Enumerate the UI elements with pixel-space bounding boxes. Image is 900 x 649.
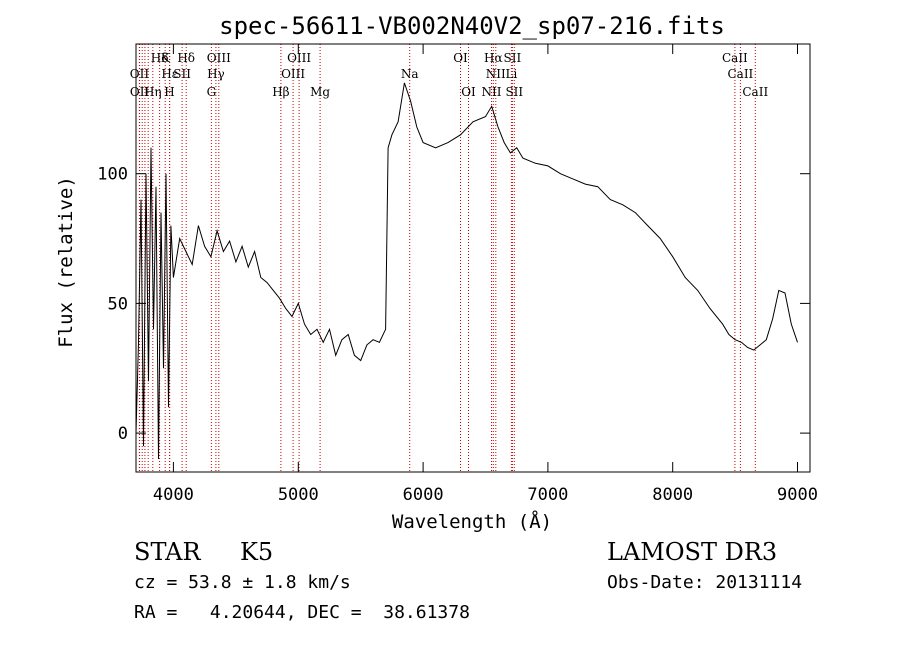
y-tick-label: 100 [97,165,128,185]
line-label: K [161,51,171,65]
x-tick-label: 5000 [278,485,319,505]
x-axis-label: Wavelength (Å) [392,510,552,533]
x-tick-label: 4000 [153,485,194,505]
survey-label: LAMOST DR3 [607,538,778,566]
x-tick-label: 9000 [777,485,818,505]
line-label: CaII [727,67,753,81]
y-axis-ticks: 0 50 100 [97,165,810,444]
line-label: SII [173,67,191,81]
x-axis-ticks: 4000 5000 6000 7000 8000 9000 [153,44,818,505]
emission-line-markers [138,44,756,472]
line-label: OIII [281,67,305,81]
line-label: Hα [484,51,503,65]
y-tick-label: 50 [108,294,128,314]
x-tick-label: 7000 [527,485,568,505]
line-label: Hβ [272,85,289,99]
x-tick-label: 6000 [403,485,444,505]
line-label: Hη [144,85,162,99]
line-label: CaII [742,85,768,99]
redshift-cz: cz = 53.8 ± 1.8 km/s [134,572,351,593]
line-label: SII [505,85,523,99]
line-label: CaII [722,51,748,65]
subclass: K5 [240,538,274,566]
line-label: OII [130,67,150,81]
line-label: Hγ [207,67,225,81]
line-label: OII [130,85,150,99]
plot-frame [135,43,811,473]
line-label: OI [461,85,476,99]
line-label: NII [486,67,506,81]
line-label: Na [401,67,419,81]
line-label: OI [453,51,468,65]
line-label: Hε [161,67,178,81]
spectrum-line [135,82,798,460]
line-label: OIII [287,51,311,65]
line-label: G [207,85,217,99]
line-label: Hδ [151,51,169,65]
coordinates: RA = 4.20644, DEC = 38.61378 [134,602,470,623]
object-class: STAR [134,538,201,566]
y-axis-label: Flux (relative) [55,176,77,348]
chart-title: spec-56611-VB002N40V2_sp07-216.fits [219,12,725,40]
x-tick-label: 8000 [652,485,693,505]
line-label: Mg [310,85,330,99]
line-label: NII [482,85,502,99]
y-tick-label: 0 [118,424,128,444]
line-label: SII [504,51,522,65]
line-label: Hδ [177,51,195,65]
line-label: H [164,85,174,99]
line-label: Li [505,67,517,81]
obs-date: Obs-Date: 20131114 [607,572,803,593]
line-label: OIII [207,51,231,65]
